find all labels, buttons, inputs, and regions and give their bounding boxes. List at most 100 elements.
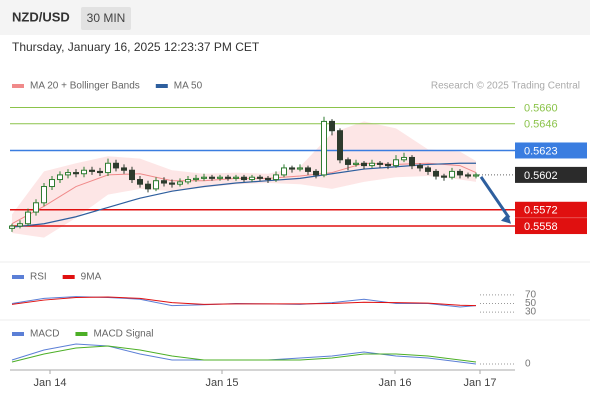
candle-body [33,202,39,213]
candle-body [345,159,351,165]
level-label: 0.5572 [524,205,558,217]
legend-swatch [12,332,24,336]
forecast-arrow [479,176,511,219]
candle-body [153,180,159,190]
candle-body [233,176,239,179]
level-box [515,201,587,218]
candle-body [105,162,111,174]
indicator-line [11,345,477,363]
legend-label: RSI [30,272,47,283]
candle-body [249,176,255,181]
indicator-line [11,296,477,307]
candle-body [473,174,479,177]
candle-body [129,169,135,181]
level-box [515,218,587,235]
last-price-box [515,166,587,183]
candle-body [449,170,455,178]
candle-body [57,174,63,181]
candle-body [273,174,279,181]
level-label: 0.5558 [524,221,558,233]
candle-body [377,162,383,165]
x-tick-label: Jan 15 [205,377,238,389]
candle-body [257,176,263,179]
legend-swatch [155,84,168,88]
candle-body [185,179,191,183]
indicator-line [11,296,477,308]
candle-body [385,163,391,167]
candle-body [121,167,127,171]
candle-body [73,172,79,175]
candle-body [161,180,167,184]
indicator-line [11,343,477,365]
candle-body [193,177,199,181]
legend-label: 9MA [81,272,102,283]
level-label: 0.5660 [524,102,558,114]
legend-label: MACD Signal [93,329,153,340]
candle-body [97,170,103,174]
level-box [515,142,587,159]
candle-body [137,179,143,185]
x-tick-label: Jan 16 [378,377,411,389]
y-tick-label: 50 [525,298,537,309]
candle-body [289,167,295,170]
level-label: 0.5646 [524,119,558,131]
candle-body [393,159,399,167]
candle-body [305,167,311,172]
candle-body [169,182,175,185]
candle-body [401,156,407,161]
forecast-arrowhead [501,213,511,224]
candle-body [241,176,247,181]
candle-body [465,174,471,177]
candle-body [41,186,47,204]
legend-swatch [75,332,88,336]
candle-body [201,176,207,179]
candle-body [17,223,23,227]
candle-body [9,225,15,229]
y-tick-label: 0 [525,359,531,370]
timestamp: Thursday, January 16, 2025 12:23:37 PM C… [12,40,260,54]
candle-body [145,183,151,190]
candle-body [49,179,55,188]
candle-body [225,176,231,179]
candle-body [409,156,415,167]
candle-body [417,165,423,169]
y-tick-label: 70 [525,290,537,301]
candle-body [361,162,367,167]
legend-label: MA 20 + Bollinger Bands [30,81,140,92]
level-label: 0.5623 [524,145,558,157]
candle-body [113,162,119,169]
credit: Research © 2025 Trading Central [431,81,580,92]
last-price-label: 0.5602 [524,170,558,182]
candle-body [353,162,359,165]
symbol: NZD/USD [12,9,70,24]
legend-label: MACD [30,329,59,340]
x-tick-label: Jan 17 [463,377,496,389]
legend-label: MA 50 [174,81,203,92]
legend-swatch [12,84,24,88]
candle-body [457,170,463,176]
candle-body [281,167,287,176]
candle-body [177,181,183,185]
candle-body [337,130,343,161]
candle-body [297,167,303,170]
interval-button[interactable] [81,7,131,30]
candle-body [25,211,31,225]
interval[interactable]: 30 MIN [87,11,126,25]
candle-body [265,177,271,181]
candle-body [209,176,215,179]
candle-body [369,162,375,167]
candle-body [313,170,319,176]
legend-swatch [12,275,24,279]
x-tick-label: Jan 14 [33,377,66,389]
candle-body [65,172,71,176]
candle-body [433,170,439,177]
candle-body [329,120,335,132]
candle-body [89,169,95,172]
candle-body [81,169,87,175]
y-tick-label: 30 [525,307,537,318]
candle-body [425,167,431,172]
legend-swatch [62,275,75,279]
candle-body [217,176,223,179]
